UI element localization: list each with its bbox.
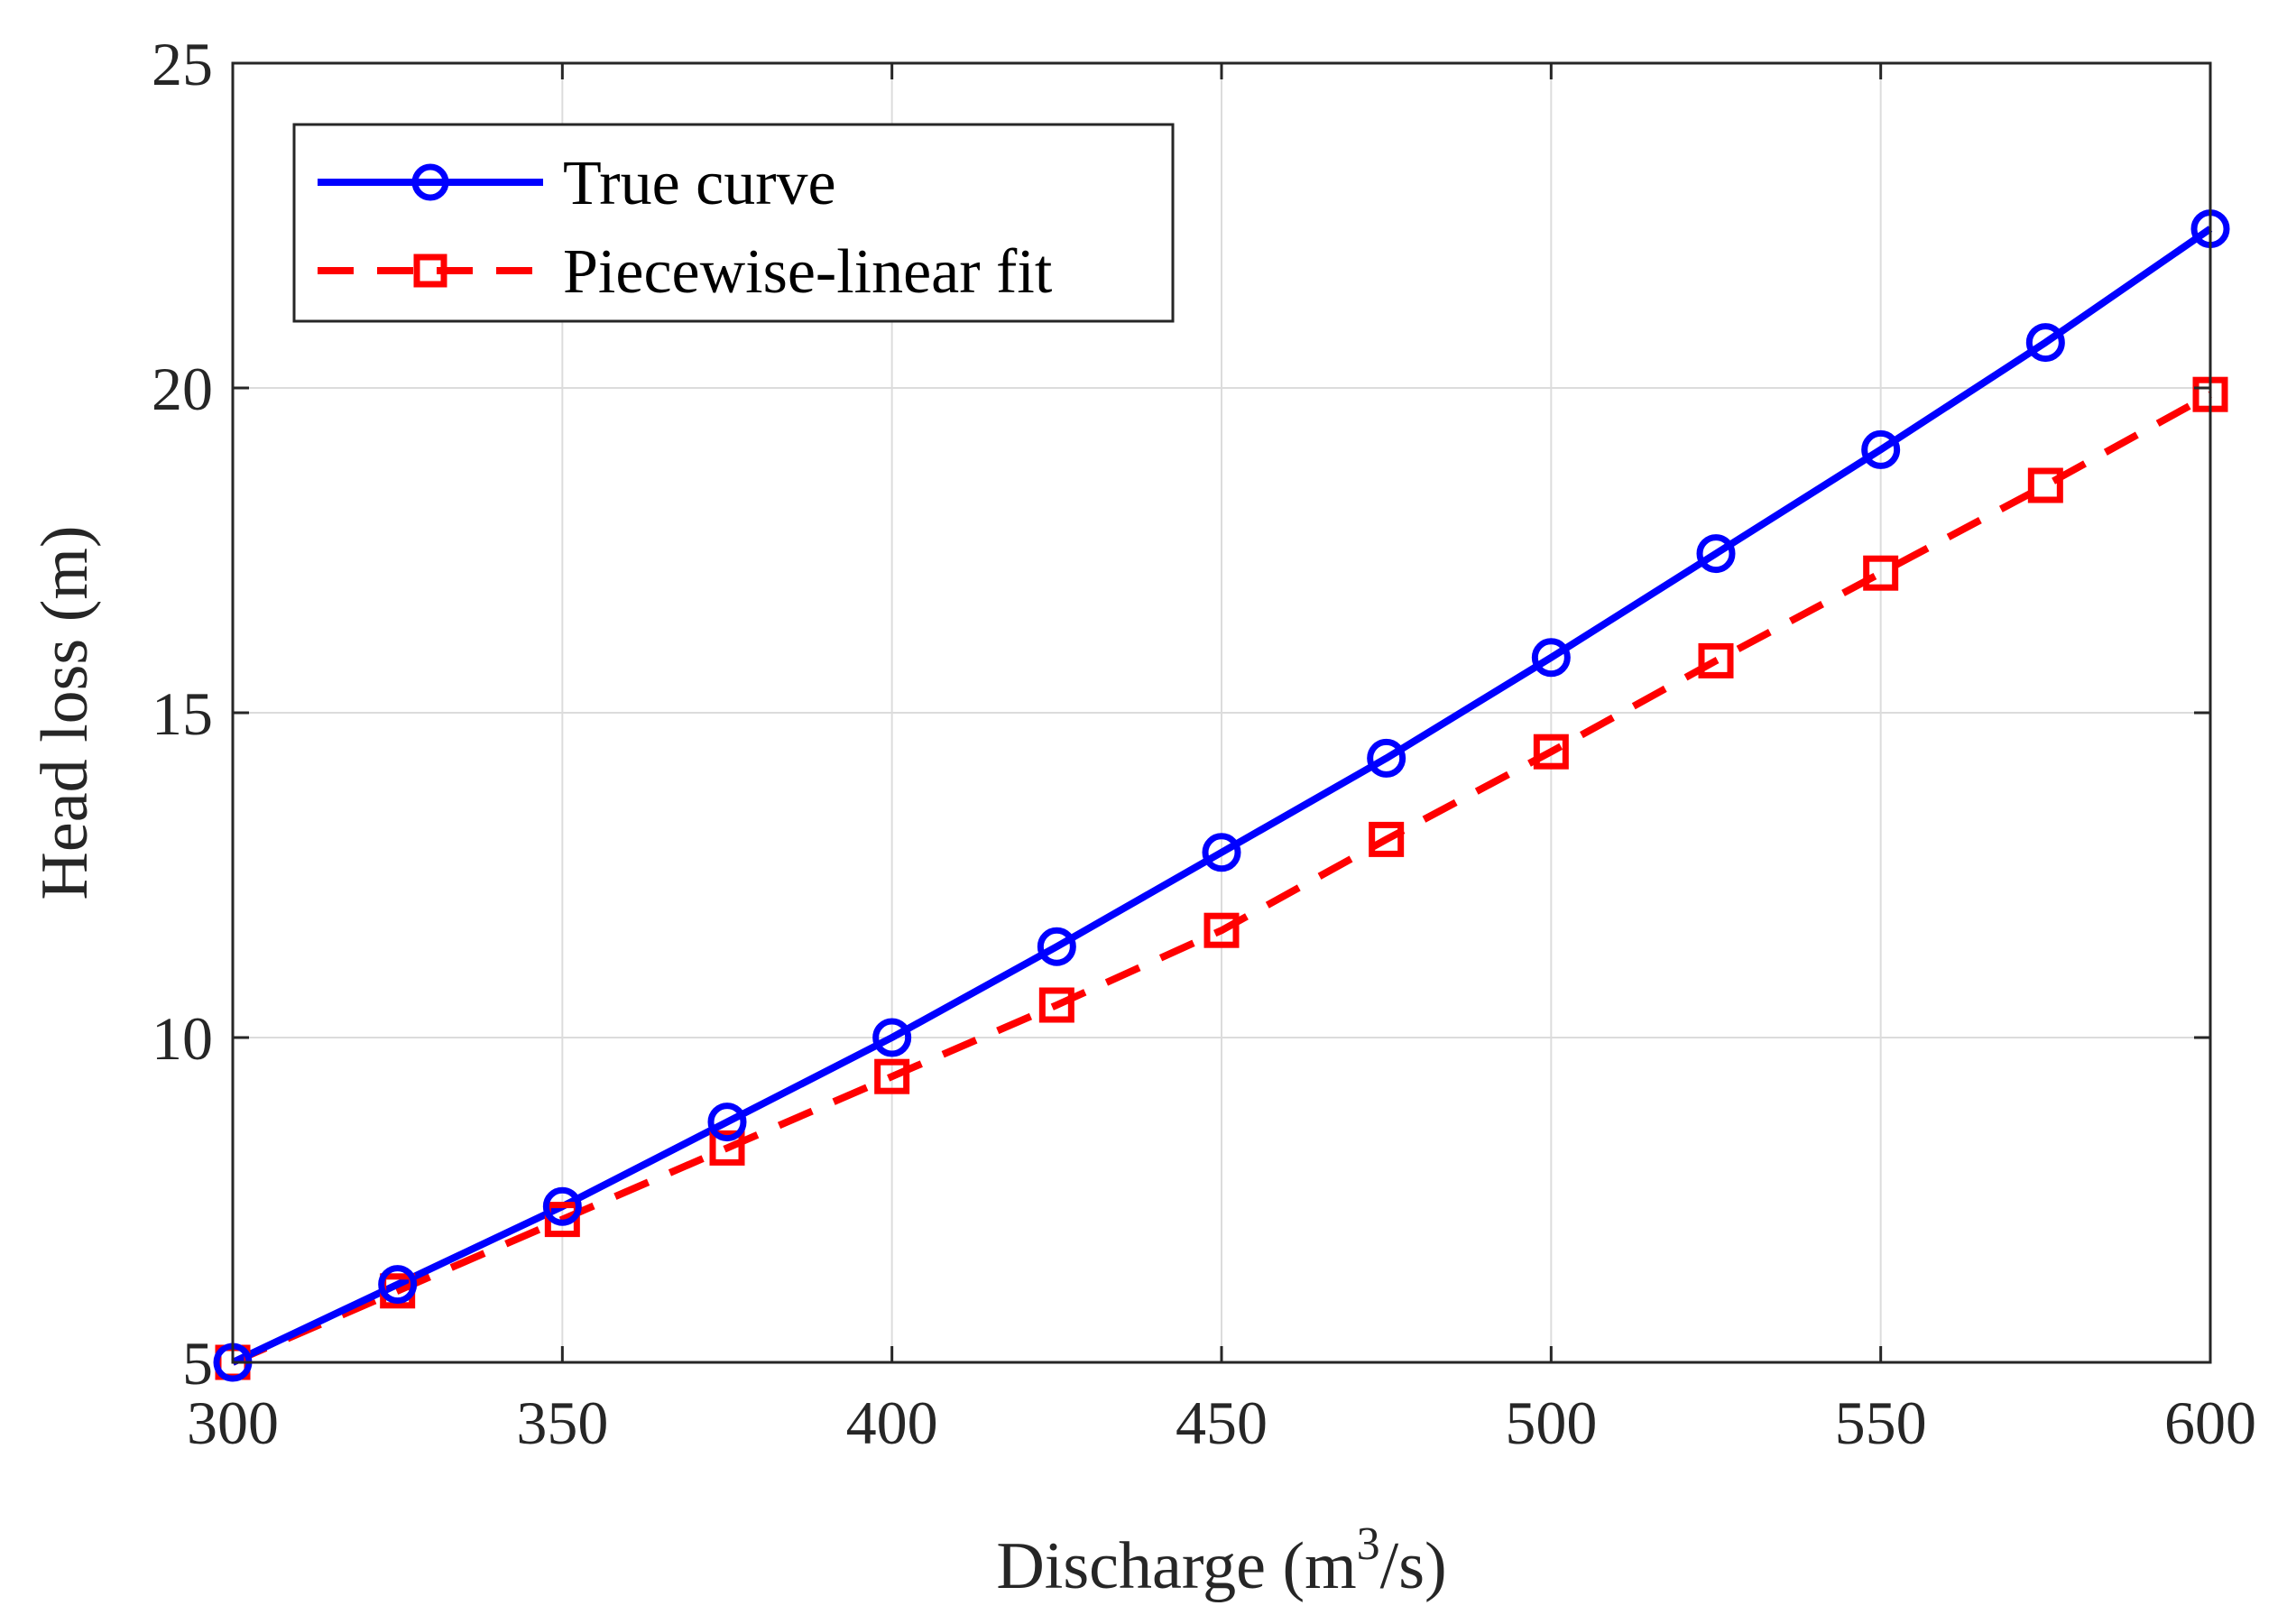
data-point-true-curve: [872, 1018, 912, 1057]
data-point-true-curve: [1531, 638, 1571, 678]
axis-tick-labels: 300 350 400 450 500 550 600 5 10 15 20 25: [152, 30, 2256, 1457]
x-axis-label: Discharge (m3/s): [996, 1518, 1446, 1603]
x-tick-label: 600: [2164, 1389, 2256, 1457]
series-markers: [213, 209, 2230, 1382]
y-axis-label: Head loss (m): [28, 525, 102, 900]
x-tick-label: 550: [1835, 1389, 1927, 1457]
data-point-true-curve: [542, 1186, 582, 1226]
data-point-piecewise-linear-fit: [874, 1058, 910, 1094]
legend-box: [292, 123, 1175, 323]
axis-ticks: [231, 61, 2212, 1364]
x-tick-label: 350: [516, 1389, 608, 1457]
data-point-true-curve: [1367, 738, 1406, 778]
data-point-piecewise-linear-fit: [544, 1202, 580, 1238]
y-tick-label: 20: [152, 355, 213, 423]
data-point-true-curve: [1202, 833, 1241, 872]
legend-marker-true-curve: [411, 163, 449, 201]
data-point-true-curve: [707, 1103, 747, 1142]
legend-label-piecewise-linear-fit: Piecewise-linear fit: [563, 237, 1053, 307]
y-tick-label: 5: [182, 1329, 213, 1398]
grid-lines: [233, 63, 2210, 1362]
x-tick-label: 450: [1176, 1389, 1268, 1457]
legend-label-true-curve: True curve: [563, 149, 836, 218]
legend: True curve Piecewise-linear fit: [292, 123, 1175, 323]
x-tick-label: 500: [1505, 1389, 1597, 1457]
series-line-piecewise-linear-fit: [231, 391, 2212, 1366]
data-point-piecewise-linear-fit: [1203, 912, 1240, 948]
y-tick-label: 25: [152, 30, 213, 98]
data-point-piecewise-linear-fit: [1533, 734, 1569, 770]
data-point-piecewise-linear-fit: [709, 1130, 745, 1166]
data-point-piecewise-linear-fit: [1698, 642, 1734, 678]
data-point-true-curve: [1861, 429, 1901, 469]
data-point-piecewise-linear-fit: [1369, 821, 1405, 857]
data-point-true-curve: [1696, 534, 1736, 574]
data-point-piecewise-linear-fit: [2027, 467, 2063, 503]
legend-marker-piecewise-linear-fit: [413, 254, 447, 288]
y-tick-label: 15: [152, 679, 213, 748]
data-point-piecewise-linear-fit: [1038, 987, 1074, 1023]
x-tick-label: 400: [846, 1389, 938, 1457]
data-point-true-curve: [378, 1265, 418, 1305]
data-point-piecewise-linear-fit: [1863, 555, 1899, 591]
data-point-true-curve: [2025, 323, 2065, 363]
data-point-true-curve: [1037, 927, 1076, 966]
x-tick-label: 300: [187, 1389, 279, 1457]
y-tick-label: 10: [152, 1004, 213, 1073]
